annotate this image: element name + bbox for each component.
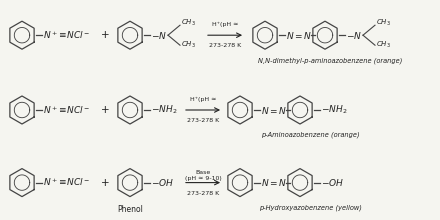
Text: $-OH$: $-OH$: [321, 177, 344, 188]
Text: $N = N$: $N = N$: [261, 177, 287, 188]
Text: H⁺(pH ≈: H⁺(pH ≈: [212, 22, 238, 27]
Text: $-OH$: $-OH$: [151, 177, 174, 188]
Text: +: +: [101, 105, 109, 115]
Text: +: +: [101, 30, 109, 40]
Text: +: +: [101, 178, 109, 188]
Text: (pH ≈ 9-10): (pH ≈ 9-10): [185, 176, 221, 181]
Text: $N = N$: $N = N$: [261, 104, 287, 116]
Text: H⁺(pH ≈: H⁺(pH ≈: [190, 97, 216, 102]
Text: Base: Base: [195, 170, 211, 175]
Text: 273-278 K: 273-278 K: [187, 118, 219, 123]
Text: p-Aminoazobenzene (orange): p-Aminoazobenzene (orange): [260, 132, 359, 139]
Text: 273-278 K: 273-278 K: [187, 191, 219, 196]
Text: $CH_3$: $CH_3$: [376, 40, 391, 50]
Text: $N^+$$\!\equiv\!$$NCl^-$: $N^+$$\!\equiv\!$$NCl^-$: [43, 104, 91, 116]
Text: p-Hydroxyazobenzene (yellow): p-Hydroxyazobenzene (yellow): [259, 205, 361, 211]
Text: Phenol: Phenol: [117, 205, 143, 214]
Text: $-NH_2$: $-NH_2$: [151, 104, 177, 116]
Text: $N = N$: $N = N$: [286, 30, 312, 41]
Text: $N^+$$\!\equiv\!$$NCl^-$: $N^+$$\!\equiv\!$$NCl^-$: [43, 177, 91, 189]
Text: $N^+$$\!\equiv\!$$NCl^-$: $N^+$$\!\equiv\!$$NCl^-$: [43, 29, 91, 41]
Text: $-N$: $-N$: [346, 30, 362, 41]
Text: N,N-dimethyl-p-aminoazobenzene (orange): N,N-dimethyl-p-aminoazobenzene (orange): [258, 57, 402, 64]
Text: $CH_3$: $CH_3$: [181, 40, 196, 50]
Text: $-N$: $-N$: [151, 30, 167, 41]
Text: $-NH_2$: $-NH_2$: [321, 104, 348, 116]
Text: 273-278 K: 273-278 K: [209, 43, 241, 48]
Text: $CH_3$: $CH_3$: [181, 18, 196, 28]
Text: $CH_3$: $CH_3$: [376, 18, 391, 28]
